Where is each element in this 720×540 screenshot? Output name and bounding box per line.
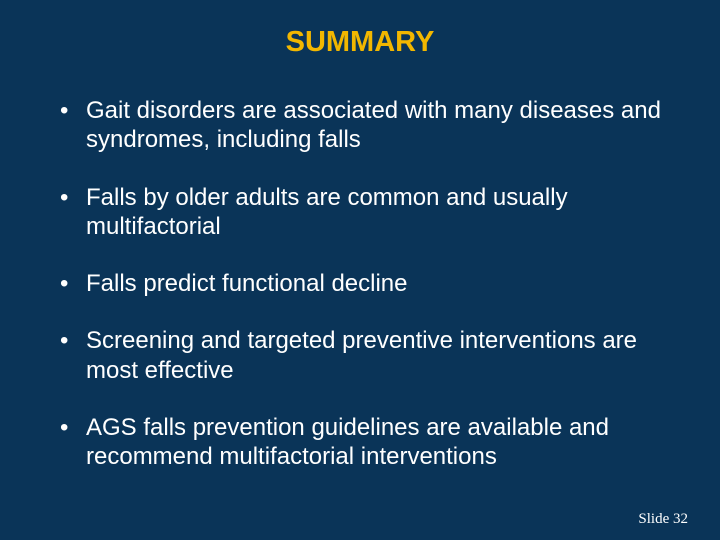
slide: SUMMARY Gait disorders are associated wi…	[0, 0, 720, 540]
list-item: AGS falls prevention guidelines are avai…	[54, 413, 666, 472]
list-item: Screening and targeted preventive interv…	[54, 326, 666, 385]
list-item: Falls predict functional decline	[54, 269, 666, 298]
slide-title: SUMMARY	[0, 26, 720, 59]
slide-number: Slide 32	[638, 511, 688, 528]
list-item: Gait disorders are associated with many …	[54, 96, 666, 155]
bullet-list: Gait disorders are associated with many …	[54, 96, 666, 499]
list-item: Falls by older adults are common and usu…	[54, 183, 666, 242]
